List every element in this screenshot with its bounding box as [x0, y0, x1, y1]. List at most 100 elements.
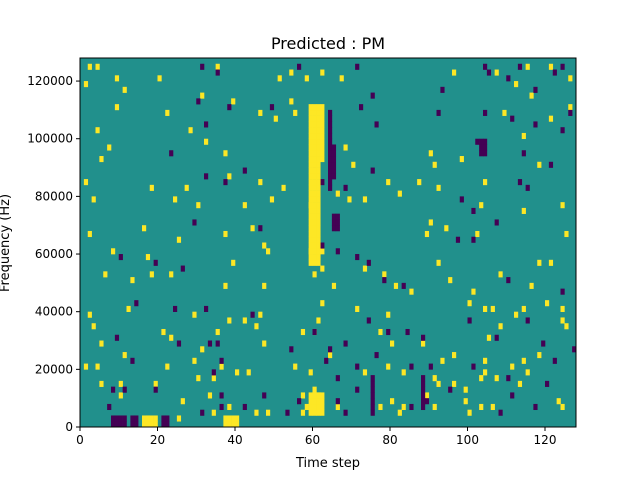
- heatmap-cell-high: [463, 386, 468, 393]
- heatmap-cell-high: [235, 421, 240, 428]
- heatmap-cell-high: [537, 259, 542, 266]
- heatmap-cell-low: [331, 173, 337, 180]
- heatmap-cell-high: [308, 144, 313, 151]
- heatmap-cell-low: [494, 334, 499, 341]
- heatmap-cell-high: [308, 202, 313, 209]
- heatmap-cell-high: [250, 225, 255, 232]
- heatmap-cell-high: [269, 196, 275, 203]
- y-tick-label: 40000: [35, 305, 73, 319]
- heatmap-cell-low: [343, 409, 348, 416]
- heatmap-cell-high: [211, 375, 216, 382]
- heatmap-cell-low: [370, 403, 375, 411]
- heatmap-cell-high: [316, 242, 321, 249]
- heatmap-cell-high: [343, 144, 348, 151]
- heatmap-cell-low: [219, 403, 224, 411]
- heatmap-cell-low: [242, 403, 247, 411]
- heatmap-cell-high: [502, 109, 507, 116]
- plot-frame: [79, 57, 577, 428]
- heatmap-cell-high: [308, 254, 313, 261]
- heatmap-cell-low: [545, 380, 550, 387]
- heatmap-cell-low: [223, 179, 228, 186]
- heatmap-cell-high: [153, 421, 158, 428]
- y-tick-label: 20000: [35, 362, 73, 376]
- heatmap-cell-low: [192, 219, 197, 226]
- x-tick-label: 40: [227, 433, 242, 447]
- heatmap-cell-low: [130, 421, 135, 428]
- heatmap-cell-high: [258, 311, 263, 318]
- heatmap-cell-low: [506, 277, 511, 284]
- heatmap-cell-low: [331, 219, 337, 226]
- heatmap-cell-high: [560, 403, 565, 411]
- heatmap-cell-low: [335, 375, 340, 382]
- heatmap-cell-low: [436, 109, 441, 116]
- heatmap-cell-high: [390, 398, 395, 405]
- heatmap-cell-high: [308, 138, 313, 145]
- heatmap-cell-low: [517, 179, 523, 186]
- heatmap-cell-low: [328, 132, 333, 140]
- heatmap-cell-high: [142, 225, 147, 232]
- x-tick-label: 100: [456, 433, 479, 447]
- heatmap-area: [80, 58, 577, 428]
- heatmap-cell-low: [118, 254, 123, 261]
- heatmap-cell-high: [320, 300, 325, 307]
- heatmap-cell-low: [114, 334, 120, 341]
- heatmap-cell-low: [328, 346, 333, 353]
- heatmap-cell-low: [479, 144, 484, 151]
- heatmap-cell-high: [99, 340, 104, 347]
- heatmap-cell-low: [328, 156, 333, 163]
- heatmap-cell-low: [122, 421, 127, 428]
- heatmap-cell-high: [316, 109, 321, 116]
- heatmap-cell-high: [215, 63, 220, 70]
- heatmap-cell-high: [312, 121, 317, 128]
- heatmap-cell-high: [235, 369, 240, 376]
- heatmap-cell-low: [324, 357, 329, 364]
- heatmap-cell-high: [355, 305, 360, 312]
- y-axis-label: Frequency (Hz): [0, 194, 13, 292]
- heatmap-cell-low: [196, 98, 201, 105]
- heatmap-cell-low: [483, 138, 488, 145]
- x-tick-label: 0: [76, 433, 84, 447]
- heatmap-cell-high: [165, 363, 170, 370]
- heatmap-cell-high: [320, 109, 325, 116]
- heatmap-cell-high: [386, 179, 391, 186]
- heatmap-cell-high: [467, 409, 472, 416]
- heatmap-cell-high: [444, 225, 449, 232]
- heatmap-cell-high: [316, 104, 321, 111]
- heatmap-cell-low: [219, 357, 224, 364]
- heatmap-cell-high: [308, 156, 313, 163]
- x-axis: 0 20 40 60 80 100 120: [76, 427, 556, 447]
- heatmap-cell-low: [494, 219, 499, 226]
- heatmap-cell-high: [312, 254, 317, 261]
- heatmap-cell-high: [382, 271, 387, 278]
- heatmap-cell-high: [409, 288, 414, 295]
- heatmap-cell-high: [545, 300, 550, 307]
- heatmap-cell-high: [289, 98, 294, 105]
- heatmap-cell-high: [316, 225, 321, 232]
- heatmap-cell-low: [328, 127, 333, 134]
- heatmap-cell-low: [421, 403, 426, 411]
- heatmap-cell-high: [479, 202, 484, 209]
- heatmap-cell-high: [312, 403, 317, 411]
- heatmap-cell-high: [103, 271, 108, 278]
- heatmap-cell-high: [235, 415, 240, 422]
- heatmap-cell-high: [312, 115, 317, 122]
- heatmap-cell-high: [328, 352, 333, 359]
- heatmap-cell-low: [335, 225, 340, 232]
- heatmap-cell-high: [517, 380, 523, 387]
- heatmap-cell-low: [471, 363, 476, 370]
- heatmap-cell-high: [312, 127, 317, 134]
- heatmap-cell-high: [452, 352, 457, 359]
- heatmap-cell-high: [300, 392, 306, 399]
- heatmap-cell-high: [196, 202, 201, 209]
- heatmap-cell-high: [448, 277, 453, 284]
- heatmap-cell-high: [277, 75, 282, 82]
- heatmap-cell-high: [351, 161, 356, 168]
- heatmap-cell-low: [331, 150, 337, 157]
- heatmap-cell-high: [393, 282, 399, 289]
- heatmap-cell-high: [308, 184, 313, 191]
- heatmap-cell-high: [289, 69, 294, 76]
- heatmap-cell-low: [122, 386, 127, 393]
- heatmap-cell-low: [459, 196, 464, 203]
- heatmap-cell-high: [316, 317, 321, 324]
- heatmap-cell-high: [207, 392, 213, 399]
